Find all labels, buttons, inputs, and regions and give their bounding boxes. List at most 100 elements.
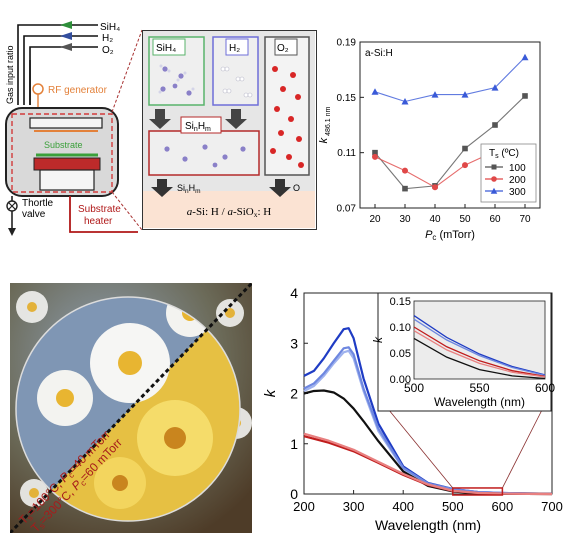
- plasma-region: [11, 113, 113, 193]
- series-5-line: [303, 432, 553, 496]
- diagonal-divider: [10, 283, 252, 533]
- inset-plot-area: [413, 300, 546, 380]
- reactor-schematic: Gas input ratio SiH₄ H₂ O₂ RF generator …: [5, 21, 138, 236]
- o2-box: [264, 36, 310, 176]
- series-300-point: [491, 84, 499, 91]
- sinhm-box: [148, 130, 260, 176]
- k-vs-pressure-chart: 0.07 0.11 0.15 0.19 20 30 40 50 60 70 a-Si:H Pc (mT…: [318, 38, 541, 242]
- arrow-o-label: O: [293, 183, 300, 193]
- inset-y-tick-label: 0.15: [390, 296, 411, 308]
- y-tick-label: 4: [290, 285, 298, 301]
- mechanism-diagram: SiH₄ H₂ O₂ SinHm: [143, 31, 315, 228]
- series-200-point: [432, 184, 438, 191]
- y-tick-label: 2: [290, 386, 298, 402]
- y-tick-label: 0.07: [337, 204, 357, 215]
- inset-y-tick-label: 0.10: [390, 322, 411, 334]
- o2-box-label: O₂: [277, 43, 289, 54]
- legend-title: Ts (ºC): [489, 148, 519, 160]
- daisy-photo-art: Ts=100°C, Pc=40 mTorr Ts=300°C, Pc=60 mT…: [10, 283, 252, 533]
- inset-series-0-line: [413, 315, 546, 376]
- zoom-region-box: [452, 487, 504, 496]
- x-axis-label: Wavelength (nm): [375, 517, 481, 533]
- x-tick-label: 600: [492, 499, 514, 514]
- x-axis-label: Pc (mTorr): [425, 229, 475, 242]
- x-tick-label: 60: [489, 214, 501, 225]
- inset-series-1-line: [413, 318, 546, 376]
- series-100-point: [402, 185, 408, 192]
- series-100-line: [374, 95, 526, 190]
- legend-box: [480, 143, 537, 203]
- sinhm-box-label: SinHm: [185, 121, 211, 133]
- y-axis-label: k: [262, 388, 279, 397]
- zoom-connector: [383, 403, 454, 489]
- daisy-photo: Ts=100°C, Pc=40 mTorr Ts=300°C, Pc=60 mT…: [10, 283, 252, 533]
- inset-x-tick-label: 600: [535, 381, 555, 395]
- zoom-connectors: [111, 29, 143, 231]
- series-300-point: [401, 97, 409, 105]
- series-100-point: [462, 145, 468, 152]
- heater-label: Substrate heater: [78, 204, 124, 227]
- x-tick-label: 500: [442, 499, 464, 514]
- daisy-white-2: [37, 370, 93, 426]
- y-tick-label: 0.15: [337, 93, 357, 104]
- series-200-point: [372, 153, 378, 160]
- daisy-white-1: [90, 323, 170, 403]
- x-tick-label: 40: [429, 214, 441, 225]
- o2-molecules: [270, 66, 304, 168]
- x-tick-label: 200: [293, 499, 315, 514]
- series-300-point: [461, 91, 469, 98]
- heater-line: [69, 196, 138, 233]
- product-band: [143, 191, 315, 228]
- throttle-line-2: valve: [22, 209, 46, 220]
- throttle-label: Thortle valve: [22, 198, 56, 220]
- y-tick-label: 0.11: [337, 148, 356, 159]
- x-tick-label: 700: [541, 499, 563, 514]
- product-label: a-Si: H / a-SiOx: H: [187, 206, 271, 219]
- series-100-point: [492, 122, 498, 128]
- series-200-point: [402, 167, 408, 174]
- arrow-h2-icon: [225, 109, 247, 129]
- x-tick-label: 50: [459, 214, 471, 225]
- x-tick-label: 70: [519, 214, 531, 225]
- gas-h2: H₂: [102, 33, 113, 44]
- inset-series-3-line: [413, 330, 546, 378]
- heater-line-1: Substrate: [78, 204, 121, 215]
- y-tick-label: 0.19: [337, 38, 357, 49]
- top-electrode: [29, 117, 103, 129]
- series-100-point: [522, 93, 528, 99]
- y-tick-label: 3: [290, 335, 298, 351]
- inset-x-axis-label: Wavelength (nm): [434, 395, 525, 409]
- heater-line-2: heater: [84, 216, 113, 227]
- series-200-point: [462, 162, 468, 169]
- inset-y-axis-label: k: [371, 336, 385, 343]
- chart-annotation: a-Si:H: [365, 48, 393, 59]
- series-100-point: [372, 149, 378, 156]
- legend-marker: [490, 187, 498, 194]
- y-tick-label: 1: [290, 436, 298, 452]
- arrow-sih4-icon: [149, 109, 171, 129]
- x-tick-label: 20: [369, 214, 381, 225]
- legend-marker: [491, 176, 497, 182]
- y-axis-label: k 486.1 nm: [318, 107, 332, 144]
- h2-molecules: [220, 66, 253, 98]
- throttle-line-1: Thortle: [22, 198, 54, 209]
- inset-series-2-line: [413, 326, 546, 378]
- inset-x-tick-label: 550: [469, 381, 489, 395]
- arrow-sinhm-label: SinHm: [177, 183, 201, 195]
- gas-input-label: Gas input ratio: [5, 45, 15, 104]
- inset-y-tick-label: 0.05: [390, 348, 411, 360]
- legend-label: 200: [509, 175, 526, 186]
- zoom-connector: [502, 403, 546, 489]
- arrow-o-icon: [269, 179, 291, 197]
- sih4-box-label: SiH₄: [156, 43, 176, 54]
- rf-label: RF generator: [48, 85, 108, 96]
- y-tick-label: 0: [290, 486, 298, 502]
- h2-box-label: H₂: [229, 43, 240, 54]
- x-tick-label: 400: [392, 499, 414, 514]
- stage: [39, 169, 95, 191]
- exhaust-arrow-icon: [8, 228, 16, 236]
- arrow-sinhm-icon: [151, 179, 173, 197]
- inset-series-4-line: [413, 337, 546, 380]
- substrate-label: Substrate: [44, 140, 83, 150]
